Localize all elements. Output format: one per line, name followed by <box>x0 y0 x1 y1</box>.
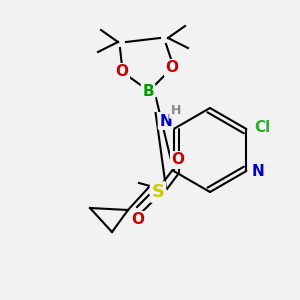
Text: S: S <box>152 183 164 201</box>
Text: B: B <box>142 85 154 100</box>
Text: N: N <box>252 164 265 178</box>
Text: O: O <box>131 212 145 227</box>
Text: O: O <box>116 64 128 80</box>
Text: O: O <box>166 61 178 76</box>
Text: Cl: Cl <box>254 119 271 134</box>
Text: H: H <box>170 104 181 118</box>
Text: N: N <box>159 113 172 128</box>
Text: O: O <box>172 152 184 167</box>
